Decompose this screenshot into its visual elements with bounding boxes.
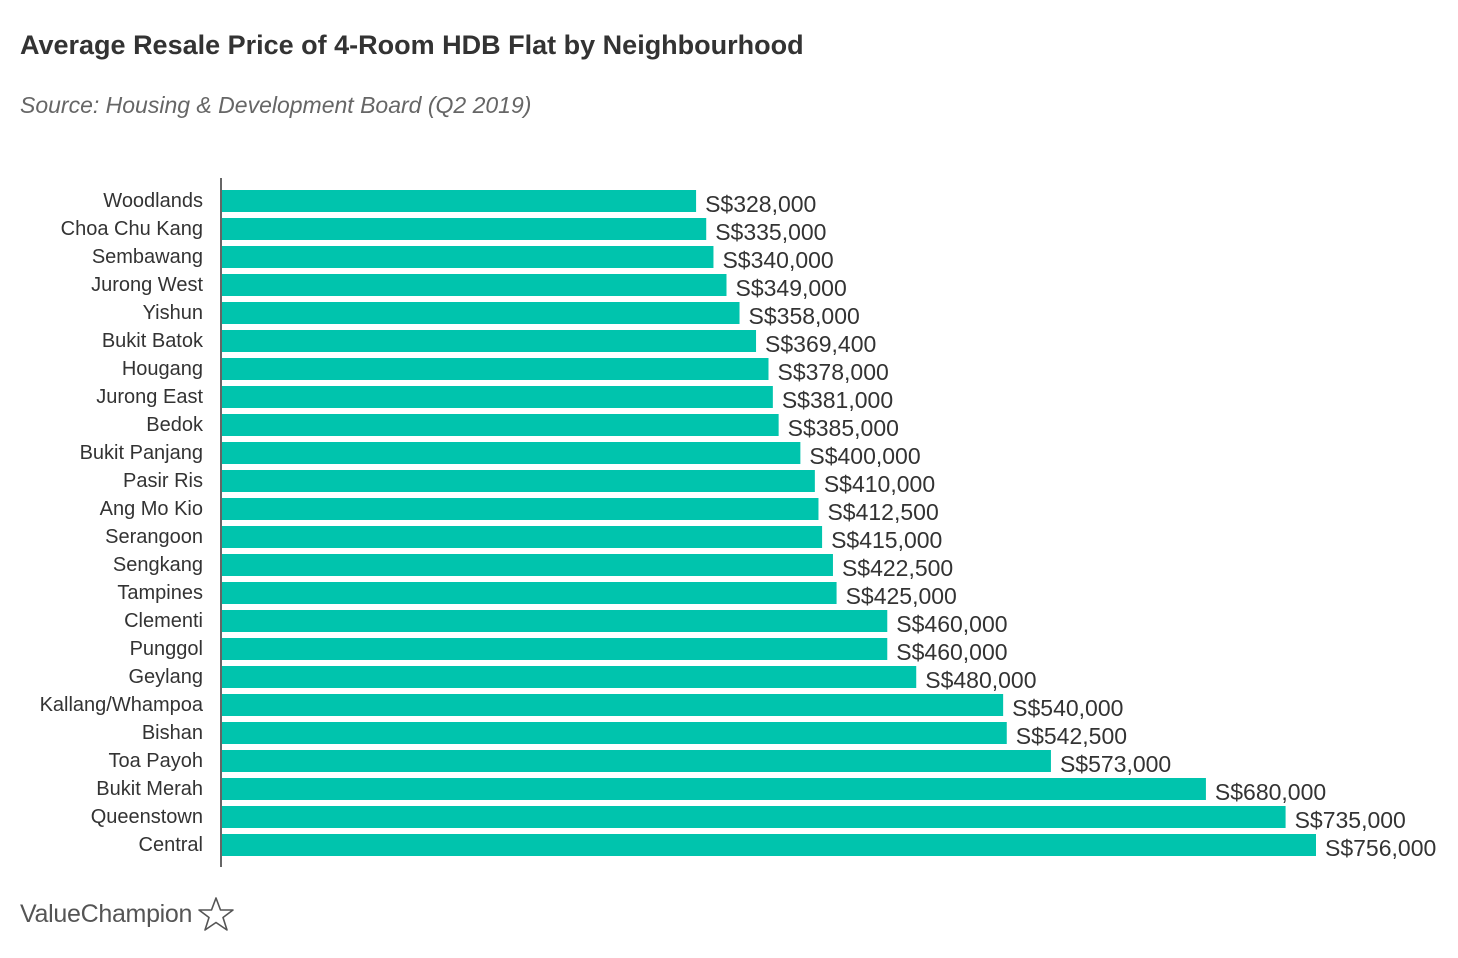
category-label: Serangoon [105, 526, 203, 548]
bar [222, 806, 1286, 828]
data-label: S$480,000 [925, 667, 1036, 693]
category-label: Ang Mo Kio [100, 498, 203, 520]
category-label: Central [139, 834, 203, 856]
bar [222, 526, 823, 548]
data-label: S$540,000 [1012, 695, 1123, 721]
data-label: S$349,000 [735, 275, 846, 301]
data-label: S$400,000 [809, 443, 920, 469]
bar [222, 218, 707, 240]
bar [222, 582, 837, 604]
bar [222, 694, 1004, 716]
category-label: Clementi [124, 610, 203, 632]
bar [222, 666, 917, 688]
bar [222, 610, 888, 632]
data-label: S$412,500 [827, 499, 938, 525]
data-label: S$735,000 [1295, 807, 1406, 833]
category-label: Punggol [130, 638, 203, 660]
category-label: Geylang [129, 666, 204, 688]
data-label: S$422,500 [842, 555, 953, 581]
data-label: S$381,000 [782, 387, 893, 413]
category-label: Yishun [143, 302, 203, 324]
bar [222, 386, 773, 408]
data-label: S$542,500 [1016, 723, 1127, 749]
bar [222, 246, 714, 268]
bar [222, 834, 1316, 856]
bar [222, 302, 740, 324]
bar [222, 498, 819, 520]
data-label: S$425,000 [846, 583, 957, 609]
data-label: S$385,000 [788, 415, 899, 441]
data-label: S$573,000 [1060, 751, 1171, 777]
data-label: S$328,000 [705, 191, 816, 217]
bar [222, 330, 757, 352]
bar [222, 414, 779, 436]
category-label: Sembawang [92, 246, 203, 268]
data-label: S$335,000 [715, 219, 826, 245]
bar [222, 554, 833, 576]
category-label: Bukit Panjang [80, 442, 203, 464]
category-label: Queenstown [91, 806, 203, 828]
data-label: S$415,000 [831, 527, 942, 553]
chart-title: Average Resale Price of 4-Room HDB Flat … [20, 30, 804, 60]
category-label: Tampines [117, 582, 203, 604]
bar [222, 274, 727, 296]
data-label: S$680,000 [1215, 779, 1326, 805]
data-label: S$410,000 [824, 471, 935, 497]
category-label: Bukit Batok [102, 330, 204, 352]
star-outline-icon [198, 897, 234, 931]
bar [222, 470, 815, 492]
category-label: Sengkang [113, 554, 203, 576]
data-label: S$369,400 [765, 331, 876, 357]
bar [222, 190, 697, 212]
category-label: Hougang [122, 358, 203, 380]
data-label: S$378,000 [778, 359, 889, 385]
data-label: S$340,000 [722, 247, 833, 273]
bar [222, 778, 1206, 800]
category-label: Bedok [146, 414, 204, 436]
data-label: S$358,000 [749, 303, 860, 329]
category-label: Jurong West [91, 274, 203, 296]
bar [222, 750, 1051, 772]
bar [222, 638, 888, 660]
category-label: Pasir Ris [123, 470, 203, 492]
chart-subtitle: Source: Housing & Development Board (Q2 … [20, 92, 532, 118]
category-label: Bishan [142, 722, 203, 744]
category-label: Jurong East [96, 386, 203, 408]
data-label: S$460,000 [896, 611, 1007, 637]
brand-logo: ValueChampion [20, 896, 236, 932]
brand-name: ValueChampion [20, 899, 193, 928]
category-label: Choa Chu Kang [61, 218, 203, 240]
bar [222, 722, 1007, 744]
data-label: S$460,000 [896, 639, 1007, 665]
category-label: Kallang/Whampoa [40, 694, 204, 716]
bar [222, 442, 801, 464]
data-label: S$756,000 [1325, 835, 1436, 861]
category-label: Bukit Merah [96, 778, 203, 800]
category-label: Woodlands [103, 190, 203, 212]
bar [222, 358, 769, 380]
category-label: Toa Payoh [108, 750, 203, 772]
